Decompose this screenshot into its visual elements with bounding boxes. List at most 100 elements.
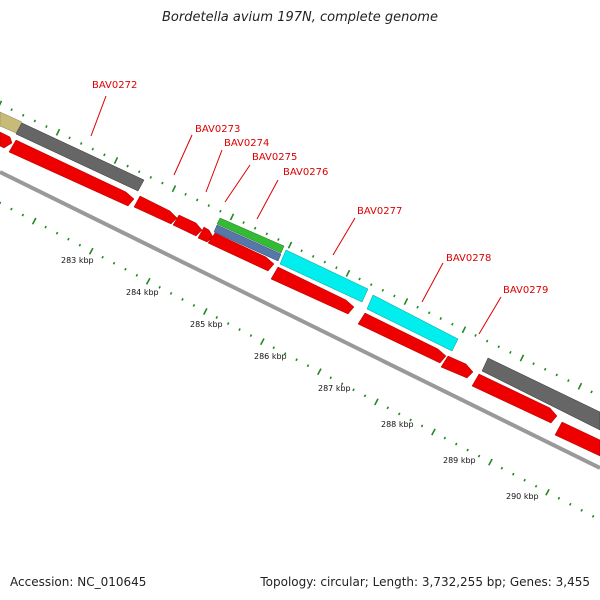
- kbp-label: 288 kbp: [381, 420, 414, 429]
- minor-tick-mark: [363, 394, 367, 398]
- minor-tick-mark: [149, 175, 153, 179]
- minor-tick-mark: [323, 260, 327, 264]
- minor-tick-mark: [33, 119, 37, 123]
- minor-tick-mark: [555, 373, 559, 377]
- cds-arrow-left[interactable]: [0, 131, 13, 149]
- minor-tick-mark: [295, 358, 298, 362]
- minor-tick-mark: [420, 424, 424, 428]
- cds-arrow-bav0276[interactable]: [207, 232, 275, 272]
- minor-tick-mark: [219, 209, 222, 213]
- minor-tick-mark: [242, 221, 245, 224]
- leader-line-bav0276: [256, 179, 279, 220]
- cds-arrow-bav0272[interactable]: [8, 139, 135, 207]
- major-tick-mark: [431, 428, 436, 436]
- minor-tick-mark: [474, 334, 477, 337]
- minor-tick-mark: [135, 273, 139, 277]
- outer-feature-track: [0, 111, 600, 431]
- minor-tick-mark: [192, 304, 196, 307]
- green-feature-bav0276[interactable]: [216, 217, 285, 254]
- minor-tick-mark: [557, 496, 561, 500]
- major-tick-mark: [145, 277, 151, 285]
- leader-line-bav0273: [173, 134, 193, 176]
- minor-tick-mark: [454, 442, 458, 446]
- minor-tick-mark: [451, 322, 454, 326]
- tan-feature[interactable]: [0, 111, 23, 134]
- minor-tick-mark: [497, 345, 501, 349]
- minor-tick-mark: [580, 508, 583, 512]
- gene-label-bav0274[interactable]: BAV0274: [224, 138, 269, 149]
- minor-tick-mark: [226, 322, 230, 325]
- minor-tick-mark: [21, 113, 25, 117]
- major-tick-mark: [202, 308, 208, 315]
- kbp-label: 284 kbp: [126, 288, 159, 297]
- blue-feature-bav0276[interactable]: [213, 224, 282, 262]
- minor-tick-mark: [103, 153, 106, 157]
- minor-tick-mark: [352, 388, 355, 392]
- leader-line-bav0275: [224, 164, 251, 203]
- minor-tick-mark: [590, 390, 593, 394]
- major-tick-mark: [259, 338, 265, 346]
- cds-arrow-bav0279[interactable]: [471, 373, 558, 424]
- gene-label-bav0277[interactable]: BAV0277: [357, 206, 402, 217]
- minor-tick-mark: [466, 448, 469, 452]
- cds-arrow-right[interactable]: [554, 421, 600, 457]
- cds-arrow-small[interactable]: [440, 355, 474, 379]
- minor-tick-mark: [184, 192, 187, 196]
- accession-text: Accession: NC_010645: [10, 575, 147, 589]
- gene-label-bav0276[interactable]: BAV0276: [283, 167, 328, 178]
- minor-tick-mark: [409, 418, 412, 422]
- minor-tick-mark: [45, 125, 48, 129]
- gene-label-bav0275[interactable]: BAV0275: [252, 152, 297, 163]
- gray-feature-right[interactable]: [481, 357, 600, 431]
- minor-tick-mark: [169, 291, 173, 295]
- minor-tick-mark: [79, 142, 83, 145]
- minor-tick-mark: [477, 454, 481, 458]
- cds-arrow-bav0275[interactable]: [197, 226, 214, 243]
- gene-label-bav0278[interactable]: BAV0278: [446, 253, 491, 264]
- major-tick-mark: [345, 269, 351, 277]
- kbp-label: 290 kbp: [506, 492, 539, 501]
- cyan-feature-bav0277[interactable]: [279, 249, 369, 303]
- minor-tick-mark: [369, 283, 373, 287]
- kbp-label: 287 kbp: [318, 384, 351, 393]
- map-title: Bordetella avium 197N, complete genome: [162, 10, 438, 25]
- genome-summary-text: Topology: circular; Length: 3,732,255 bp…: [260, 575, 590, 589]
- minor-tick-mark: [161, 181, 164, 185]
- minor-tick-mark: [91, 147, 95, 151]
- inner-tick-track: [0, 201, 595, 518]
- cds-arrow-bav0274[interactable]: [172, 214, 203, 237]
- minor-tick-mark: [416, 305, 419, 309]
- cyan-feature-bav0278[interactable]: [366, 294, 459, 352]
- major-tick-mark: [403, 298, 409, 306]
- minor-tick-mark: [55, 231, 59, 235]
- minor-tick-mark: [112, 261, 116, 265]
- minor-tick-mark: [21, 213, 25, 217]
- gene-label-bav0273[interactable]: BAV0273: [195, 124, 240, 135]
- minor-tick-mark: [126, 164, 129, 168]
- minor-tick-mark: [215, 316, 219, 319]
- minor-tick-mark: [10, 108, 13, 112]
- leader-line-bav0278: [421, 262, 444, 303]
- minor-tick-mark: [265, 232, 269, 236]
- major-tick-mark: [519, 354, 525, 362]
- outer-tick-track: [0, 100, 593, 394]
- minor-tick-mark: [195, 198, 199, 202]
- gene-label-bav0272[interactable]: BAV0272: [92, 80, 137, 91]
- minor-tick-mark: [511, 472, 515, 476]
- cds-arrow-bav0278[interactable]: [357, 312, 447, 364]
- minor-tick-mark: [101, 255, 104, 259]
- minor-tick-mark: [335, 266, 338, 270]
- minor-tick-mark: [67, 237, 70, 241]
- minor-tick-mark: [329, 376, 333, 380]
- leader-line-bav0274: [205, 149, 223, 193]
- minor-tick-mark: [397, 412, 401, 416]
- gene-label-bav0279[interactable]: BAV0279: [503, 285, 548, 296]
- cds-arrow-bav0273[interactable]: [133, 195, 178, 225]
- major-tick-mark: [545, 488, 550, 496]
- kbp-label: 289 kbp: [443, 456, 476, 465]
- cds-arrow-bav0277[interactable]: [270, 266, 355, 315]
- minor-tick-mark: [427, 311, 431, 315]
- gray-feature-bav0272[interactable]: [15, 122, 145, 192]
- minor-tick-mark: [78, 243, 82, 247]
- minor-tick-mark: [485, 339, 489, 343]
